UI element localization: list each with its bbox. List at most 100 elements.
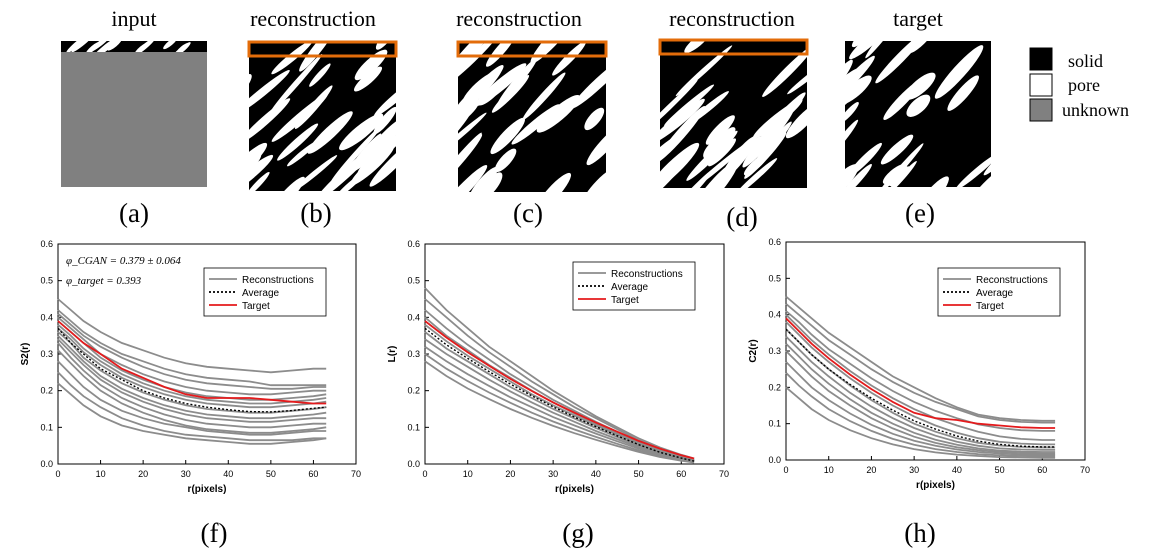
chart-h-y-axis-label: C2(r) — [748, 339, 759, 362]
pore-grain — [163, 36, 178, 50]
legend-unknown-swatch — [1029, 98, 1053, 122]
chart-f-reconstruction-line — [57, 338, 327, 423]
chart-f-xtick-label: 20 — [138, 469, 148, 479]
panel-c-input-highlight-box — [456, 40, 608, 58]
legend-solid-swatch — [1029, 47, 1053, 71]
chart-f-reconstruction-line — [57, 313, 327, 390]
pore-grain — [331, 124, 383, 182]
pore-grain — [458, 111, 471, 158]
pore-grain — [785, 102, 807, 139]
phi-cgan-annotation: φ_CGAN = 0.379 ± 0.064 — [66, 255, 181, 267]
chart-g-xtick-label: 60 — [676, 469, 686, 479]
pore-grain — [249, 142, 268, 185]
chart-g-y-axis-label: L(r) — [387, 346, 398, 363]
pore-grain — [494, 148, 517, 173]
pore-grain — [107, 38, 122, 51]
panel-d-input-highlight-box — [658, 38, 809, 56]
chart-h-reconstruction-line — [785, 310, 1056, 432]
chart-g-x-axis-label: r(pixels) — [555, 484, 594, 495]
chart-h-reconstruction-line — [785, 386, 1056, 459]
pore-grain — [845, 68, 860, 116]
chart-h-xtick-label: 30 — [909, 465, 919, 475]
pore-grain — [292, 155, 338, 191]
pore-grain — [888, 166, 911, 187]
chart-f-ytick-label: 0.3 — [40, 349, 53, 359]
chart-g-reconstruction-line — [424, 323, 695, 462]
chart-h-ytick-label: 0.4 — [768, 310, 781, 320]
pore-grain — [522, 72, 566, 120]
panel-b: reconstruction (b) — [247, 6, 398, 228]
chart-f-xtick-label: 50 — [266, 469, 276, 479]
pore-grain — [845, 55, 875, 105]
pore-grain — [660, 98, 705, 144]
pore-grain — [865, 41, 906, 59]
chart-h-ytick-label: 0.3 — [768, 346, 781, 356]
legend-pore-swatch — [1029, 73, 1053, 97]
chart-g-ytick-label: 0.2 — [407, 386, 420, 396]
chart-f-y-axis-label: S2(r) — [20, 343, 31, 366]
chart-f-annotation: φ_CGAN = 0.379 ± 0.064 φ_target = 0.393 — [66, 255, 181, 287]
pore-grain — [534, 172, 572, 192]
chart-h-xtick-label: 50 — [995, 465, 1005, 475]
pore-grain — [845, 75, 872, 105]
chart-g-xtick-label: 0 — [422, 469, 427, 479]
chart-f-xtick-label: 60 — [308, 469, 318, 479]
pore-grain — [490, 117, 525, 155]
chart-h-legend-label: Average — [976, 288, 1014, 299]
pore-grain — [973, 150, 991, 187]
chart-f-s2: 0 10 20 30 40 50 60 70 0.0 0.1 0.2 0.3 0.4 0.5 0.6 r(pi… — [20, 239, 361, 495]
chart-h-ytick-label: 0.2 — [768, 382, 781, 392]
chart-f-x-axis-label: r(pixels) — [188, 484, 227, 495]
chart-f-ytick-label: 0.0 — [40, 459, 53, 469]
chart-f-reconstruction-line — [57, 327, 327, 409]
chart-h-xtick-label: 20 — [866, 465, 876, 475]
panel-a-label: (a) — [119, 198, 149, 228]
panel-a-strip-pattern — [66, 32, 191, 59]
pore-grain — [497, 58, 537, 106]
pore-grain — [530, 42, 580, 64]
panel-d-label: (d) — [726, 202, 757, 232]
chart-h-reconstruction-line — [785, 314, 1056, 441]
chart-f-reconstruction-line — [57, 324, 327, 405]
pore-grain — [947, 75, 979, 111]
chart-f-ytick-label: 0.4 — [40, 312, 53, 322]
pore-grain — [66, 33, 89, 54]
pore-grain — [339, 113, 384, 151]
pore-grain — [469, 166, 498, 192]
panel-e-label: (e) — [905, 198, 935, 228]
panel-e-microstructure-image — [845, 19, 1022, 187]
pore-grain — [845, 102, 859, 124]
pore-grain — [707, 138, 737, 167]
panel-a-title: input — [111, 6, 156, 31]
pore-grain — [357, 127, 396, 174]
pore-grain — [990, 19, 1022, 48]
pore-grain — [759, 92, 806, 141]
pore-grain — [478, 87, 500, 106]
pore-grain — [571, 56, 606, 109]
pore-grain — [905, 72, 936, 100]
pore-grain — [133, 37, 156, 57]
chart-f-reconstruction-line — [57, 382, 327, 445]
chart-h-reconstruction-line — [785, 350, 1056, 455]
pore-grain — [277, 123, 319, 161]
chart-g-ytick-label: 0.1 — [407, 422, 420, 432]
legend-unknown-label: unknown — [1062, 100, 1129, 120]
pore-grain — [692, 142, 749, 188]
pore-grain — [307, 111, 353, 154]
chart-h-legend-label: Reconstructions — [976, 275, 1048, 286]
pore-grain — [176, 42, 190, 55]
panel-b-input-highlight-box — [247, 40, 398, 58]
chart-f-xtick-label: 40 — [223, 469, 233, 479]
chart-f-reconstruction-line — [57, 309, 327, 387]
pore-grain — [915, 176, 949, 187]
pore-grain — [458, 112, 487, 158]
chart-g-ytick-label: 0.0 — [407, 459, 420, 469]
chart-f-reconstruction-line — [57, 320, 327, 401]
material-legend: solid pore unknown — [1029, 47, 1129, 122]
pore-grain — [249, 171, 270, 191]
panel-e: target (e) — [845, 6, 1022, 228]
chart-h-cluster: 0 10 20 30 40 50 60 70 0.0 0.1 0.2 0.3 0.4 0.5 0.6 r(pi… — [748, 237, 1090, 491]
legend-solid-label: solid — [1068, 51, 1103, 71]
pore-grain — [660, 79, 698, 135]
